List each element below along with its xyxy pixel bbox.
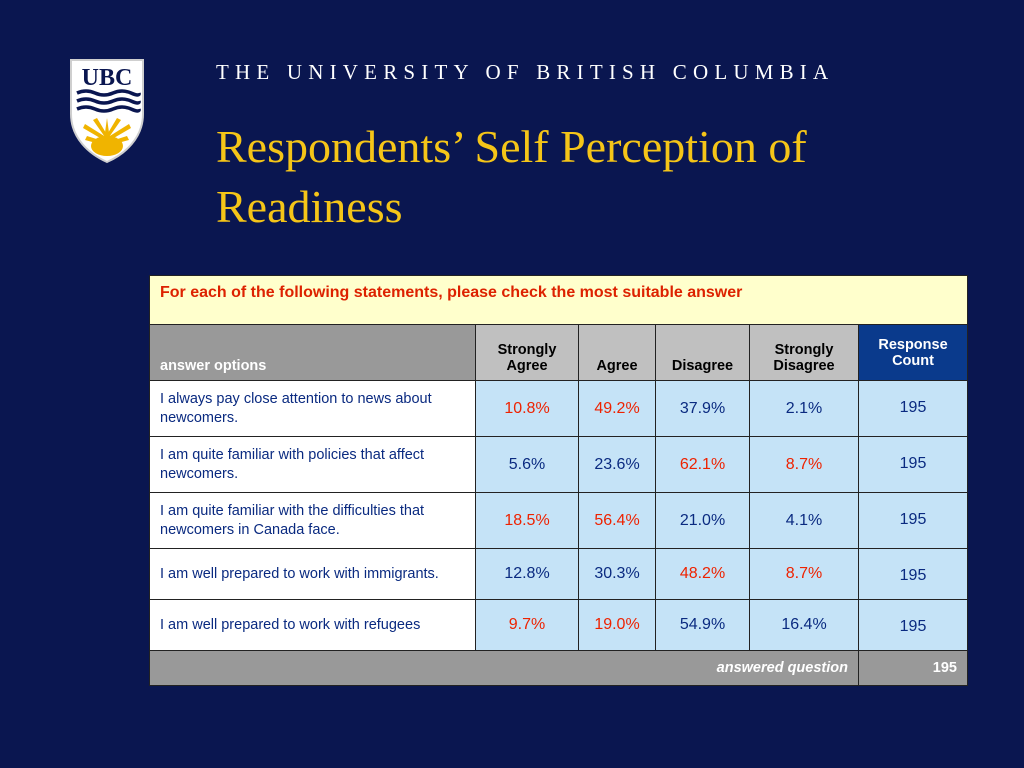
col-header-disagree: Disagree bbox=[655, 324, 750, 381]
value-cell: 23.6% bbox=[578, 436, 656, 493]
footer-row: answered question 195 bbox=[149, 650, 968, 686]
statement-cell: I am well prepared to work with refugees bbox=[149, 599, 476, 651]
instruction-text: For each of the following statements, pl… bbox=[149, 275, 968, 325]
value-cell: 21.0% bbox=[655, 492, 750, 549]
instruction-row: For each of the following statements, pl… bbox=[149, 275, 968, 325]
response-count-cell: 195 bbox=[858, 436, 968, 493]
ubc-crest-logo: UBC bbox=[70, 59, 144, 164]
statement-cell: I am quite familiar with policies that a… bbox=[149, 436, 476, 493]
value-cell: 16.4% bbox=[749, 599, 859, 651]
value-cell: 8.7% bbox=[749, 436, 859, 493]
svg-text:UBC: UBC bbox=[82, 65, 133, 91]
value-cell: 5.6% bbox=[475, 436, 579, 493]
response-count-cell: 195 bbox=[858, 492, 968, 549]
value-cell: 56.4% bbox=[578, 492, 656, 549]
col-header-response-count: Response Count bbox=[858, 324, 968, 381]
table-row: I am well prepared to work with immigran… bbox=[149, 548, 968, 600]
value-cell: 18.5% bbox=[475, 492, 579, 549]
slide-title: Respondents’ Self Perception of Readines… bbox=[216, 121, 807, 232]
value-cell: 2.1% bbox=[749, 380, 859, 437]
value-cell: 19.0% bbox=[578, 599, 656, 651]
table-row: I am well prepared to work with refugees… bbox=[149, 599, 968, 651]
header-row: answer options Strongly Agree Agree Disa… bbox=[149, 324, 968, 381]
value-cell: 30.3% bbox=[578, 548, 656, 600]
col-header-answer-options: answer options bbox=[149, 324, 476, 381]
response-count-cell: 195 bbox=[858, 380, 968, 437]
value-cell: 49.2% bbox=[578, 380, 656, 437]
university-name: THE UNIVERSITY OF BRITISH COLUMBIA bbox=[216, 60, 835, 84]
survey-results-table: For each of the following statements, pl… bbox=[149, 275, 968, 686]
table-row: I am quite familiar with the difficultie… bbox=[149, 492, 968, 549]
value-cell: 9.7% bbox=[475, 599, 579, 651]
table-row: I always pay close attention to news abo… bbox=[149, 380, 968, 437]
value-cell: 10.8% bbox=[475, 380, 579, 437]
value-cell: 37.9% bbox=[655, 380, 750, 437]
answered-question-total: 195 bbox=[858, 650, 968, 686]
statement-cell: I am quite familiar with the difficultie… bbox=[149, 492, 476, 549]
col-header-agree: Agree bbox=[578, 324, 656, 381]
response-count-cell: 195 bbox=[858, 599, 968, 651]
value-cell: 12.8% bbox=[475, 548, 579, 600]
answered-question-label: answered question bbox=[149, 650, 859, 686]
value-cell: 8.7% bbox=[749, 548, 859, 600]
value-cell: 54.9% bbox=[655, 599, 750, 651]
col-header-strongly-disagree: Strongly Disagree bbox=[749, 324, 859, 381]
statement-cell: I am well prepared to work with immigran… bbox=[149, 548, 476, 600]
value-cell: 48.2% bbox=[655, 548, 750, 600]
statement-cell: I always pay close attention to news abo… bbox=[149, 380, 476, 437]
response-count-cell: 195 bbox=[858, 548, 968, 600]
value-cell: 4.1% bbox=[749, 492, 859, 549]
table-row: I am quite familiar with policies that a… bbox=[149, 436, 968, 493]
col-header-strongly-agree: Strongly Agree bbox=[475, 324, 579, 381]
value-cell: 62.1% bbox=[655, 436, 750, 493]
